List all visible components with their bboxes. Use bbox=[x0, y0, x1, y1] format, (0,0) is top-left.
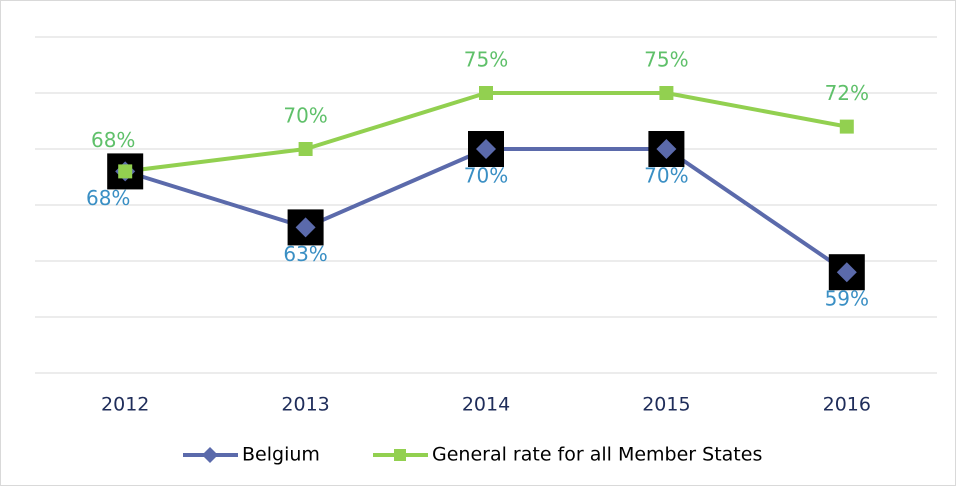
data-label: 75% bbox=[644, 48, 688, 72]
data-label: 68% bbox=[86, 186, 130, 210]
legend-label: General rate for all Member States bbox=[432, 444, 762, 466]
data-label: 75% bbox=[464, 48, 508, 72]
data-label: 72% bbox=[825, 81, 869, 105]
x-tick-label: 2013 bbox=[281, 394, 329, 416]
marker bbox=[118, 164, 133, 179]
legend-marker bbox=[202, 447, 218, 463]
data-label: 70% bbox=[283, 104, 327, 128]
legend-label: Belgium bbox=[242, 444, 320, 466]
marker bbox=[836, 262, 857, 283]
data-label: 59% bbox=[825, 287, 869, 311]
marker bbox=[476, 139, 496, 159]
marker bbox=[298, 142, 313, 156]
x-tick-label: 2015 bbox=[642, 394, 690, 416]
x-tick-label: 2014 bbox=[462, 394, 510, 416]
marker bbox=[656, 139, 677, 159]
x-tick-label: 2012 bbox=[101, 394, 149, 416]
marker bbox=[839, 119, 854, 134]
legend-marker bbox=[394, 449, 406, 461]
data-label: 70% bbox=[464, 164, 508, 188]
data-label: 68% bbox=[91, 128, 135, 152]
marker bbox=[295, 217, 316, 238]
data-label: 70% bbox=[644, 164, 688, 188]
marker bbox=[479, 86, 493, 100]
marker bbox=[659, 86, 674, 100]
data-label: 63% bbox=[283, 242, 327, 266]
x-tick-label: 2016 bbox=[823, 394, 871, 416]
